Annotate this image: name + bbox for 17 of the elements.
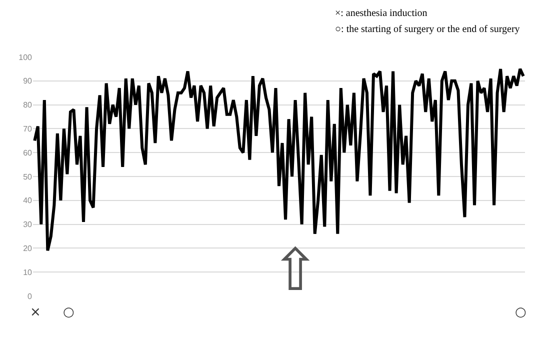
text: ×: anesthesia induction: [335, 8, 428, 19]
y-tick-label: 60: [23, 148, 33, 158]
text: ×: [30, 305, 41, 320]
text: ○: the starting of surgery or the end of surgery: [335, 24, 520, 35]
y-tick-label: 20: [23, 244, 33, 253]
y-tick-label: 10: [23, 268, 33, 277]
y-tick-label: 0: [28, 292, 33, 301]
y-tick-label: 50: [23, 172, 33, 182]
y-tick-label: 30: [23, 220, 33, 230]
text: ○: [63, 305, 74, 320]
y-tick-label: 80: [23, 100, 33, 110]
y-tick-label: 90: [23, 76, 33, 86]
y-tick-label: 70: [23, 124, 33, 134]
annotation: ⇧: [271, 236, 320, 304]
y-tick-label: 100: [18, 52, 33, 62]
text: ○: [515, 305, 526, 320]
y-tick-label: 40: [23, 196, 33, 206]
